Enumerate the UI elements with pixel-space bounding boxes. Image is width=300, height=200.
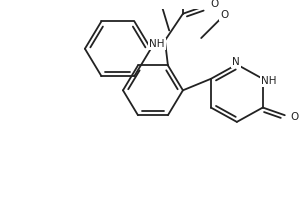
Text: O: O [211,0,219,9]
Text: NH: NH [261,76,277,86]
Text: O: O [220,10,228,20]
Text: NH: NH [149,39,165,49]
Text: N: N [232,57,240,67]
Text: O: O [291,112,299,122]
